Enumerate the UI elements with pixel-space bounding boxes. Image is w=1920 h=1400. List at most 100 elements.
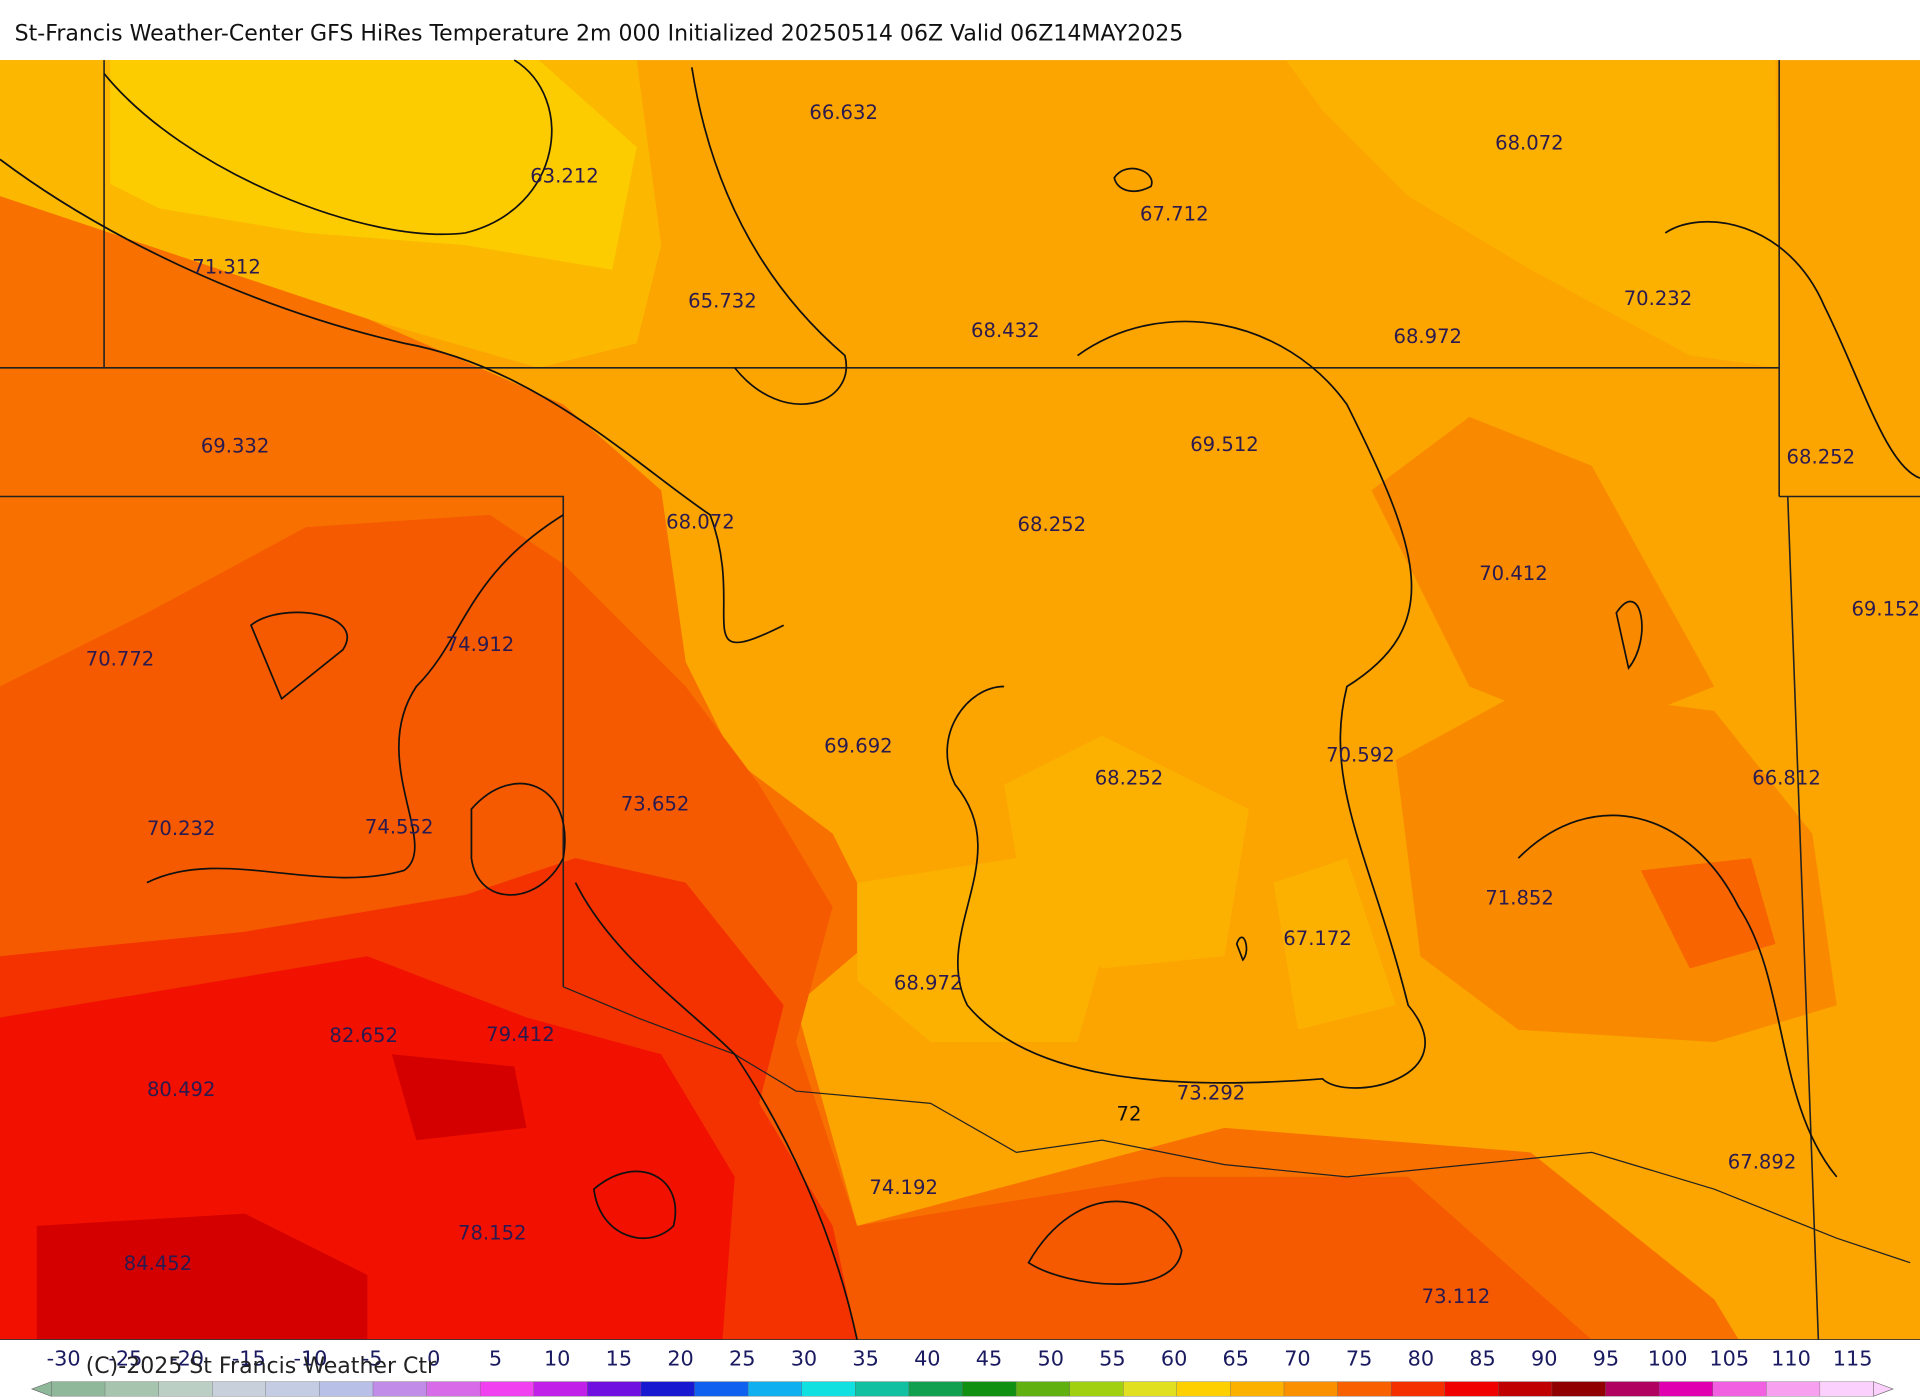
contours <box>0 59 1920 1341</box>
colorbar-swatch <box>1283 1381 1339 1397</box>
value-label: 70.592 <box>1326 743 1395 766</box>
value-label: 69.332 <box>201 434 270 457</box>
value-label: 68.972 <box>1393 325 1462 348</box>
colorbar-swatch <box>1230 1381 1285 1397</box>
value-label: 70.232 <box>1624 287 1693 310</box>
colorbar-tick-label: 25 <box>729 1347 755 1371</box>
colorbar-tick-label: -10 <box>293 1347 327 1371</box>
colorbar-tick-label: 10 <box>544 1347 570 1371</box>
river <box>563 986 1911 1264</box>
colorbar-swatch <box>640 1381 696 1397</box>
value-label: 69.152 <box>1851 597 1920 620</box>
colorbar-tick-label: 100 <box>1648 1347 1688 1371</box>
field-redorange <box>1640 858 1776 969</box>
value-label: 73.292 <box>1177 1082 1246 1105</box>
field-light <box>857 735 1396 1043</box>
value-label: 73.112 <box>1422 1285 1491 1308</box>
value-labels: 66.632 63.212 68.072 67.712 71.312 65.732 68.4… <box>86 101 1920 1308</box>
colorbar-swatch <box>51 1381 106 1397</box>
value-label: 65.732 <box>688 290 757 313</box>
colorbar-swatch <box>1819 1381 1875 1397</box>
colorbar-swatch <box>908 1381 963 1397</box>
contour <box>0 158 785 644</box>
field-yellow <box>110 60 637 270</box>
value-label: 67.172 <box>1283 927 1352 950</box>
colorbar-swatch <box>319 1381 374 1397</box>
contour-label: 72 <box>1117 1102 1142 1125</box>
colorbar-swatch <box>158 1381 213 1397</box>
colorbar-tick-label: 80 <box>1408 1347 1434 1371</box>
colorbar-tick-label: 85 <box>1469 1347 1495 1371</box>
colorbar-swatch <box>426 1381 481 1397</box>
colorbar-tick-label: 5 <box>489 1347 502 1371</box>
value-label: 69.692 <box>824 735 893 758</box>
colorbar-tick-label: 35 <box>852 1347 878 1371</box>
value-label: 82.652 <box>329 1024 398 1047</box>
colorbar-tick-label: -30 <box>47 1347 81 1371</box>
colorbar-tick-label: 105 <box>1709 1347 1749 1371</box>
colorbar-swatch <box>587 1381 642 1397</box>
value-label: 79.412 <box>486 1023 555 1046</box>
colorbar-tick-label: -15 <box>232 1347 266 1371</box>
value-label: 68.972 <box>894 971 963 994</box>
value-label: 78.152 <box>458 1221 527 1244</box>
value-label: 74.192 <box>869 1176 938 1199</box>
colorbar-tick-label: 90 <box>1531 1347 1557 1371</box>
contour <box>103 59 553 236</box>
value-label: 74.552 <box>365 816 434 839</box>
colorbar-swatch <box>1766 1381 1821 1397</box>
contour <box>946 320 1426 1089</box>
colorbar-swatch <box>533 1381 588 1397</box>
value-label: 74.912 <box>446 633 515 656</box>
value-label: 63.212 <box>530 165 599 188</box>
colorbar-swatch <box>1337 1381 1392 1397</box>
colorbar-tick-label: -25 <box>108 1347 142 1371</box>
colorbar-tick-label: 65 <box>1223 1347 1249 1371</box>
colorbar-swatch <box>1390 1381 1446 1397</box>
colorbar-swatch <box>265 1381 320 1397</box>
contour <box>146 514 564 884</box>
field-orange <box>1371 416 1715 736</box>
colorbar-swatch <box>694 1381 749 1397</box>
colorbar-tick-label: 110 <box>1771 1347 1811 1371</box>
colorbar-swatch <box>747 1381 803 1397</box>
value-label: 68.072 <box>1495 132 1564 155</box>
colorbar-swatch <box>962 1381 1017 1397</box>
colorbar-end <box>1873 1381 1894 1397</box>
value-label: 67.892 <box>1728 1150 1797 1173</box>
field-light <box>1285 60 1780 368</box>
colorbar-swatch <box>1069 1381 1124 1397</box>
value-label: 68.252 <box>1787 445 1856 468</box>
title: St-Francis Weather-Center GFS HiRes Temp… <box>15 21 1184 46</box>
colorbar-swatch <box>1712 1381 1767 1397</box>
field-dark-red <box>36 1054 527 1340</box>
colorbar-tick-label: 115 <box>1833 1347 1873 1371</box>
value-label: 73.652 <box>621 792 690 815</box>
value-label: 70.412 <box>1479 562 1548 585</box>
colorbar-tick-label: 0 <box>427 1347 440 1371</box>
value-label: 70.232 <box>147 817 216 840</box>
state-lines <box>0 60 1920 1341</box>
value-label: 66.632 <box>809 101 878 124</box>
colorbar-tick-label: 30 <box>791 1347 817 1371</box>
colorbar-swatch <box>104 1381 160 1397</box>
copyright: (C)-2025 St Francis Weather Ctr <box>86 1354 437 1379</box>
contour <box>1517 814 1838 1178</box>
contour <box>690 67 848 405</box>
contour <box>1113 167 1643 962</box>
colorbar-swatch <box>1605 1381 1660 1397</box>
colorbar-swatch <box>801 1381 856 1397</box>
colorbar-tick-label: 95 <box>1593 1347 1619 1371</box>
colorbar-tick-label: -5 <box>362 1347 383 1371</box>
colorbar-tick-label: 60 <box>1161 1347 1187 1371</box>
value-label: 70.772 <box>86 648 155 671</box>
colorbar-swatch <box>1551 1381 1607 1397</box>
value-label: 71.852 <box>1485 887 1554 910</box>
colorbar-tick-label: 55 <box>1099 1347 1125 1371</box>
value-label: 71.312 <box>192 255 261 278</box>
value-label: 68.252 <box>1018 513 1087 536</box>
colorbar-swatch <box>855 1381 910 1397</box>
temperature-field <box>0 60 1920 1340</box>
